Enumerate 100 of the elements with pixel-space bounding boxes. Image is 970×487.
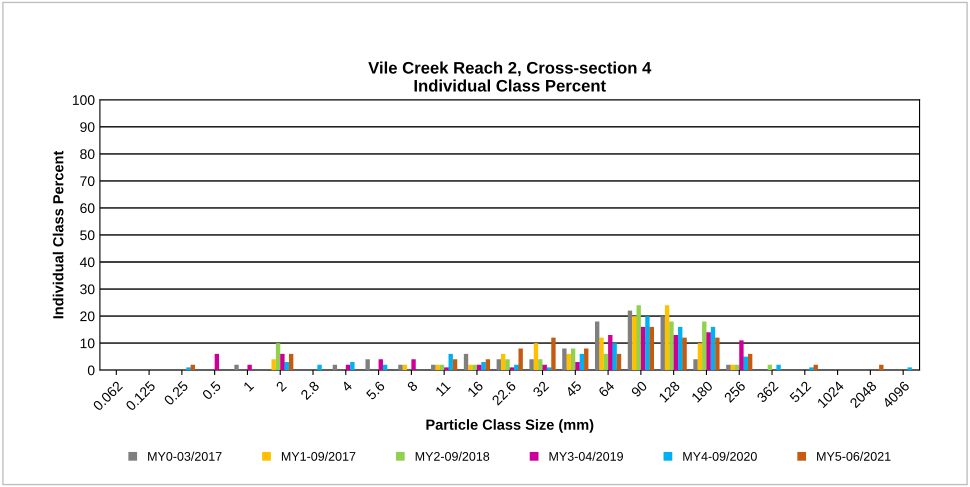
bar	[284, 362, 289, 370]
bar	[814, 364, 818, 370]
bar	[715, 338, 720, 370]
y-tick-label: 50	[80, 230, 95, 240]
bar	[650, 326, 654, 370]
x-tick-label: 180	[691, 380, 714, 403]
bar	[234, 364, 239, 370]
bar	[518, 348, 523, 370]
x-axis-title: Particle Class Size (mm)	[426, 419, 594, 433]
bar	[599, 338, 604, 370]
bar	[616, 354, 622, 370]
chart-title: Vile Creek Reach 2, Cross-section 4 Individual Class Percent	[368, 61, 652, 92]
bar	[674, 334, 678, 370]
bar	[678, 326, 682, 370]
y-tick-label: 90	[80, 122, 95, 132]
bar	[734, 364, 740, 370]
bar	[448, 354, 453, 370]
bar	[538, 359, 543, 370]
x-tick-label: 362	[756, 380, 779, 404]
legend-label: MY3-04/2019	[550, 452, 623, 461]
y-tick-label: 70	[80, 176, 95, 186]
legend-label: MY1-09/2017	[282, 452, 356, 461]
bar	[332, 364, 338, 370]
bar	[702, 321, 706, 370]
bar	[546, 367, 552, 370]
x-tick-label: 2	[276, 380, 287, 392]
bar	[664, 305, 670, 370]
bar	[584, 348, 588, 370]
bar	[190, 364, 195, 370]
bar	[739, 340, 744, 370]
x-tick-label: 256	[724, 380, 746, 403]
bar	[280, 354, 285, 370]
x-tick-label: 90	[630, 380, 648, 398]
bar	[186, 367, 191, 370]
x-tick-label: 2.8	[300, 380, 320, 400]
bar	[486, 359, 490, 370]
bar	[452, 359, 458, 370]
bar	[464, 354, 468, 370]
legend-label: MY4-09/2020	[683, 452, 757, 461]
x-tick-label: 0.25	[163, 380, 189, 406]
bar	[247, 364, 252, 370]
bar	[481, 362, 486, 370]
x-tick-label: 4	[340, 380, 353, 392]
bar	[542, 364, 547, 370]
bar	[632, 316, 637, 370]
x-tick-label: 0.5	[202, 380, 222, 400]
y-tick-label: 100	[72, 95, 95, 106]
legend-label: MY5-06/2021	[817, 452, 891, 461]
bar	[444, 367, 449, 370]
bar	[570, 348, 576, 370]
bar	[604, 354, 608, 370]
bar	[402, 364, 408, 370]
bar	[645, 316, 650, 370]
x-tick-label: 512	[789, 380, 812, 404]
x-tick-label: 128	[658, 380, 680, 403]
bar	[748, 354, 752, 370]
bar	[476, 364, 482, 370]
bar	[346, 364, 350, 370]
bar	[628, 310, 632, 370]
bar	[776, 364, 781, 370]
legend-label: MY2-09/2018	[416, 452, 490, 461]
legend-label: MY0-03/2017	[148, 452, 222, 461]
bar	[594, 321, 600, 370]
x-tick-label: 32	[532, 380, 550, 398]
bar	[440, 364, 444, 370]
bar	[472, 364, 477, 370]
bar	[534, 343, 538, 370]
x-tick-label: 11	[435, 380, 451, 396]
y-tick-label: 80	[80, 149, 95, 160]
bar	[612, 343, 617, 370]
bar	[350, 362, 355, 370]
bar	[698, 343, 702, 370]
bar	[669, 321, 674, 370]
bar	[468, 364, 473, 370]
bar	[496, 359, 501, 370]
bar	[276, 343, 280, 370]
y-tick-label: 20	[80, 311, 95, 322]
bar	[510, 367, 514, 370]
x-tick-label: 45	[564, 380, 582, 398]
bar	[744, 356, 748, 370]
y-tick-label: 60	[80, 203, 95, 214]
bar	[706, 332, 711, 370]
bar	[660, 316, 665, 370]
bar	[636, 305, 641, 370]
bar	[529, 359, 534, 370]
bar	[500, 354, 506, 370]
bar	[908, 367, 912, 370]
bar	[288, 354, 294, 370]
bar	[514, 364, 518, 370]
y-tick-label: 10	[80, 338, 95, 348]
bar	[382, 364, 388, 370]
bar	[580, 354, 584, 370]
bar	[551, 338, 556, 370]
bar	[608, 334, 612, 370]
bar	[398, 364, 403, 370]
bar	[730, 364, 735, 370]
y-tick-label: 0	[88, 365, 95, 376]
bar	[317, 364, 322, 370]
x-tick-label: 1	[243, 380, 254, 392]
bar	[271, 359, 276, 370]
